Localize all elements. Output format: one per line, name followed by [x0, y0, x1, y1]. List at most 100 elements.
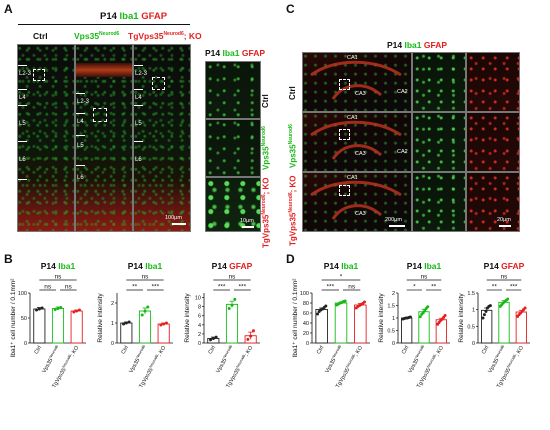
data-point [227, 306, 231, 310]
y-tick-label: 100 [18, 291, 27, 297]
chart-title: P14 Iba1 [324, 261, 359, 271]
category-label-main: Ctrl [401, 345, 410, 355]
chart-title-prefix: P14 [324, 261, 342, 271]
significance-label: ** [492, 284, 498, 291]
chart-title-prefix: P14 [407, 261, 425, 271]
layer-label-l23: L2-3 [77, 99, 90, 105]
data-point [408, 315, 412, 319]
hippo-zoom-iba1-ctrl [412, 52, 466, 112]
category-label-main: Vps35 [215, 358, 228, 375]
hippocampus-image-ctrl: CA1 CA3 CA2 [302, 52, 412, 112]
hippo-zoom-iba1-tg [412, 172, 466, 232]
category-label-suffix: ; KO [514, 344, 525, 357]
category-label-main: TgVps35 [51, 367, 67, 389]
layer-tick [76, 135, 85, 136]
scale-bar-label: 100μm [165, 215, 182, 221]
scale-bar-label: 10μm [240, 218, 254, 224]
zoom-image-vps35 [205, 119, 261, 177]
category-label-main: TgVps35 [335, 367, 351, 389]
layer-tick [76, 165, 85, 166]
layer-label-l5: L5 [77, 143, 84, 149]
category-label-main: Ctrl [208, 345, 217, 355]
y-tick-label: 0 [198, 341, 201, 347]
chart-title-prefix: P14 [128, 261, 146, 271]
category-label-sup: Neurod6 [236, 354, 247, 369]
category-label: Ctrl [316, 345, 325, 355]
category-label: Ctrl [481, 345, 490, 355]
category-label-sup: Neurod6 [48, 345, 59, 360]
data-point [124, 321, 128, 325]
data-point [159, 323, 163, 327]
panel-a-col-tg-label: TgVps35 [128, 31, 164, 41]
region-label-ca3: CA3 [355, 91, 366, 97]
data-point [146, 305, 150, 309]
category-label-sup: Neurod6 [345, 354, 356, 369]
chart-title-marker: Iba1 [424, 261, 441, 271]
panel-a-zoom-title: P14 Iba1 GFAP [205, 48, 265, 58]
category-label-sup: Neurod6 [426, 354, 437, 369]
data-point [251, 329, 255, 333]
category-label-sup: Neurod6 [222, 345, 233, 360]
region-label-ca2: CA2 [397, 89, 408, 95]
chart-title-marker: Iba1 [58, 261, 75, 271]
hippocampus-image-vps35: CA1 CA3 CA2 [302, 112, 412, 172]
region-label-ca2: CA2 [397, 149, 408, 155]
data-point [59, 306, 63, 309]
scale-bar-label: 200μm [385, 217, 402, 223]
data-point [426, 305, 430, 309]
layer-label-l4: L4 [19, 95, 26, 101]
zoom-image-tgvps35-ko: 10μm [205, 177, 261, 232]
zoom-region-box [152, 77, 165, 90]
data-point [233, 297, 237, 301]
category-label-main: Vps35 [128, 358, 141, 375]
panel-a-col-vps-label: Vps35 [74, 31, 100, 41]
y-tick-label: 60 [303, 311, 309, 317]
category-label-main: TgVps35 [225, 367, 241, 389]
zoom-region-box [93, 108, 107, 122]
layer-label-l23: L2-3 [19, 71, 32, 77]
panel-c-title-gfap: GFAP [423, 40, 448, 50]
category-label-main: Vps35 [324, 358, 337, 375]
data-point [75, 309, 79, 313]
panel-a-col-vps-sup: Neurod6 [99, 31, 120, 38]
y-axis-label: Relative intensity [184, 293, 191, 343]
panel-a-title-gfap: GFAP [141, 11, 168, 22]
hippo-zoom-gfap-vps35 [466, 112, 520, 172]
y-axis-label: Relative intensity [378, 293, 385, 343]
significance-label: ns [229, 274, 237, 281]
hippo-zoom-gfap-ctrl [466, 52, 520, 112]
hippocampus-outline [310, 120, 402, 160]
data-point [209, 338, 213, 342]
region-label-ca1: CA1 [347, 175, 358, 181]
data-point [230, 303, 234, 307]
panel-a-title-prefix: P14 [100, 11, 117, 22]
panel-a-title-underline [18, 24, 190, 25]
region-label-ca1: CA1 [347, 115, 358, 121]
significance-label: ** [132, 284, 138, 291]
panel-a-col-tg-sup: Neurod6 [163, 31, 184, 38]
layer-tick [76, 93, 85, 94]
category-label: Ctrl [208, 345, 217, 355]
category-label-main: Ctrl [34, 345, 43, 355]
y-axis-label: Relative intensity [97, 293, 104, 343]
region-label-ca3: CA3 [355, 211, 366, 217]
y-tick-label: 0 [306, 341, 309, 347]
hippocampus-image-tgvps35-ko: CA1 CA3 200μm [302, 172, 412, 232]
bar [33, 308, 46, 344]
layer-label-l6: L6 [77, 175, 84, 181]
bar [225, 303, 239, 344]
zoom-region-box [339, 79, 350, 90]
significance-label: ns [421, 274, 429, 281]
data-point [143, 309, 147, 313]
zoom-title-gfap: GFAP [241, 48, 266, 58]
y-tick-label: 6 [198, 314, 201, 320]
significance-label: ns [142, 274, 150, 281]
y-tick-label: 8 [198, 305, 201, 311]
chart-title-marker: GFAP [501, 261, 524, 271]
scale-bar [389, 225, 405, 227]
significance-label: *** [239, 284, 247, 291]
zoom-region-box [33, 69, 45, 81]
significance-label: ns [44, 284, 52, 291]
chart-title: P14 Iba1 [128, 261, 163, 271]
y-tick-label: 2 [392, 291, 395, 297]
